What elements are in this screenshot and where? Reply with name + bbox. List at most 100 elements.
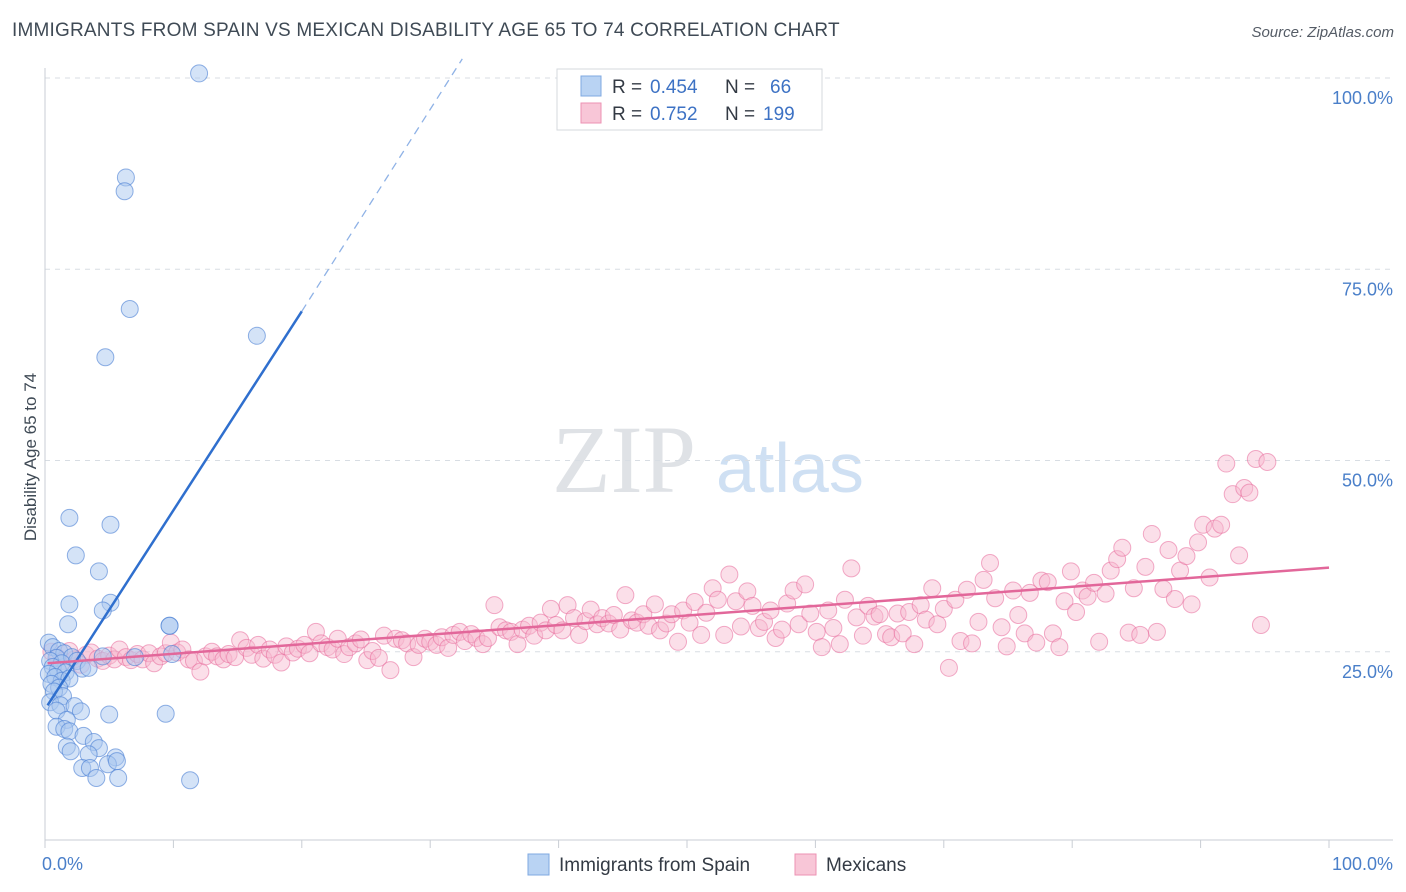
mexicans-point <box>1230 546 1249 565</box>
mexicans-point <box>1027 633 1046 652</box>
mexicans-point <box>755 612 774 631</box>
mexicans-point <box>1096 584 1115 603</box>
mexicans-point <box>773 620 792 639</box>
spain-point <box>59 615 78 634</box>
mexicans-point <box>882 628 901 647</box>
spain-point <box>100 705 119 724</box>
spain-point <box>160 616 179 635</box>
spain-point <box>87 768 106 787</box>
mexicans-point <box>1182 595 1201 614</box>
mexicans-point <box>358 651 377 670</box>
mexicans-point <box>1159 541 1178 560</box>
mexicans-point <box>1009 606 1028 625</box>
mexicans-point <box>997 637 1016 656</box>
mexicans-point <box>888 604 907 623</box>
mexicans-point <box>541 599 560 618</box>
mexicans-point <box>1124 579 1143 598</box>
x-tick-label-min: 0.0% <box>42 854 83 874</box>
mexicans-point <box>738 582 757 601</box>
axes <box>44 68 1393 848</box>
mexicans-point <box>1251 615 1270 634</box>
legend-n-label-mexicans: N = <box>725 104 755 125</box>
spain-point <box>101 515 120 534</box>
spain-point <box>60 508 79 527</box>
mexicans-point <box>254 649 273 668</box>
spain-point <box>181 771 200 790</box>
mexicans-trendline <box>47 566 1330 665</box>
mexicans-point <box>599 614 618 633</box>
spain-point <box>93 647 112 666</box>
mexicans-point <box>669 632 688 651</box>
mexicans-point <box>951 632 970 651</box>
mexicans-point <box>1038 573 1057 592</box>
mexicans-point <box>369 648 388 667</box>
legend-r-value-spain: 0.454 <box>650 77 698 98</box>
mexicans-point <box>784 581 803 600</box>
watermark-zip: ZIP <box>552 406 696 513</box>
mexicans-point <box>249 635 268 654</box>
spain-point <box>60 595 79 614</box>
chart-title: IMMIGRANTS FROM SPAIN VS MEXICAN DISABIL… <box>12 20 840 41</box>
legend-swatch-mexicans <box>580 102 602 124</box>
gridlines <box>45 77 1393 653</box>
mexicans-point <box>1194 515 1213 534</box>
mexicans-point <box>565 609 584 628</box>
mexicans-point <box>928 615 947 634</box>
mexicans-point <box>473 635 492 654</box>
mexicans-point <box>191 662 210 681</box>
mexicans-point <box>1189 533 1208 552</box>
mexicans-point <box>1165 589 1184 608</box>
mexicans-point <box>1147 622 1166 641</box>
mexicans-point <box>974 570 993 589</box>
legend-r-label-spain: R = <box>612 77 642 98</box>
mexicans-point <box>1142 524 1161 543</box>
bottom-legend-label-mexicans: Mexicans <box>826 855 906 876</box>
spain-point <box>109 768 128 787</box>
mexicans-point <box>708 590 727 609</box>
mexicans-point <box>558 596 577 615</box>
legend-r-value-mexicans: 0.752 <box>650 104 698 125</box>
mexicans-point <box>692 625 711 644</box>
mexicans-point <box>963 634 982 653</box>
mexicans-point <box>870 605 889 624</box>
mexicans-point <box>1061 562 1080 581</box>
mexicans-point <box>796 575 815 594</box>
mexicans-point <box>363 641 382 660</box>
source-label: Source: ZipAtlas.com <box>1251 24 1394 41</box>
mexicans-point <box>824 619 843 638</box>
mexicans-point <box>645 595 664 614</box>
spain-trendline <box>46 310 303 706</box>
legend-swatch-spain <box>580 75 602 97</box>
mexicans-point <box>306 622 325 641</box>
mexicans-point <box>381 661 400 680</box>
mexicans-point <box>703 579 722 598</box>
mexicans-point <box>651 621 670 640</box>
mexicans-point <box>508 635 527 654</box>
mexicans-point <box>485 596 504 615</box>
mexicans-point <box>616 586 635 605</box>
legend-r-label-mexicans: R = <box>612 104 642 125</box>
spain-point <box>190 64 209 83</box>
spain-point <box>115 182 134 201</box>
mexicans-point <box>657 614 676 633</box>
watermark-atlas: atlas <box>716 429 864 507</box>
mexicans-point <box>1090 632 1109 651</box>
mexicans-point <box>1108 550 1127 569</box>
mexicans-point <box>272 653 291 672</box>
spain-point <box>120 300 139 319</box>
mexicans-point <box>853 626 872 645</box>
mexicans-point <box>685 593 704 612</box>
mexicans-point <box>835 590 854 609</box>
spain-point <box>107 752 126 771</box>
mexicans-point <box>812 638 831 657</box>
mexicans-point <box>801 604 820 623</box>
trendlines <box>46 58 1330 706</box>
mexicans-point <box>1101 561 1120 580</box>
mexicans-point <box>749 619 768 638</box>
mexicans-point <box>1240 483 1259 502</box>
bottom-legend-swatch-spain <box>527 853 550 876</box>
mexicans-point <box>900 602 919 621</box>
mexicans-point <box>662 605 681 624</box>
x-tick-labels: 0.0% 100.0% <box>42 854 1393 874</box>
